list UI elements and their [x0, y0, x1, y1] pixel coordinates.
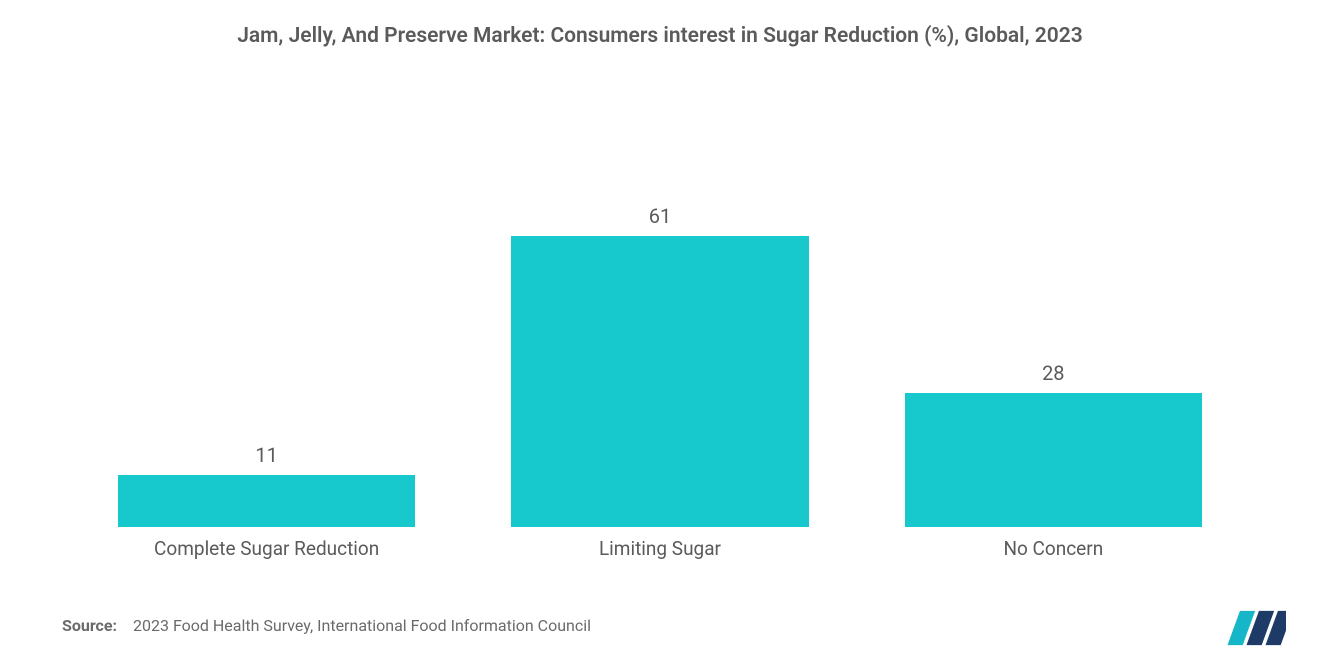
bar-label-0: Complete Sugar Reduction	[154, 537, 379, 560]
bar-value-2: 28	[1042, 361, 1064, 385]
x-axis	[70, 559, 1250, 560]
bar-1	[511, 236, 808, 527]
bar-value-1: 61	[649, 204, 671, 228]
bar-0	[118, 475, 415, 527]
bar-group-1: 61 Limiting Sugar	[483, 204, 837, 560]
plot-area: 11 Complete Sugar Reduction 61 Limiting …	[50, 58, 1270, 560]
bar-2	[905, 393, 1202, 527]
source-text: 2023 Food Health Survey, International F…	[133, 616, 591, 635]
logo-bars	[1228, 611, 1287, 645]
bar-label-1: Limiting Sugar	[599, 537, 721, 560]
source-label: Source:	[62, 616, 117, 635]
brand-logo-icon	[1226, 609, 1286, 647]
bar-group-2: 28 No Concern	[876, 361, 1230, 560]
chart-title: Jam, Jelly, And Preserve Market: Consume…	[50, 24, 1270, 48]
source-row: Source: 2023 Food Health Survey, Interna…	[50, 616, 1270, 635]
chart-container: Jam, Jelly, And Preserve Market: Consume…	[0, 0, 1320, 665]
bar-value-0: 11	[255, 443, 277, 467]
bar-group-0: 11 Complete Sugar Reduction	[90, 443, 444, 560]
bar-label-2: No Concern	[1003, 537, 1103, 560]
